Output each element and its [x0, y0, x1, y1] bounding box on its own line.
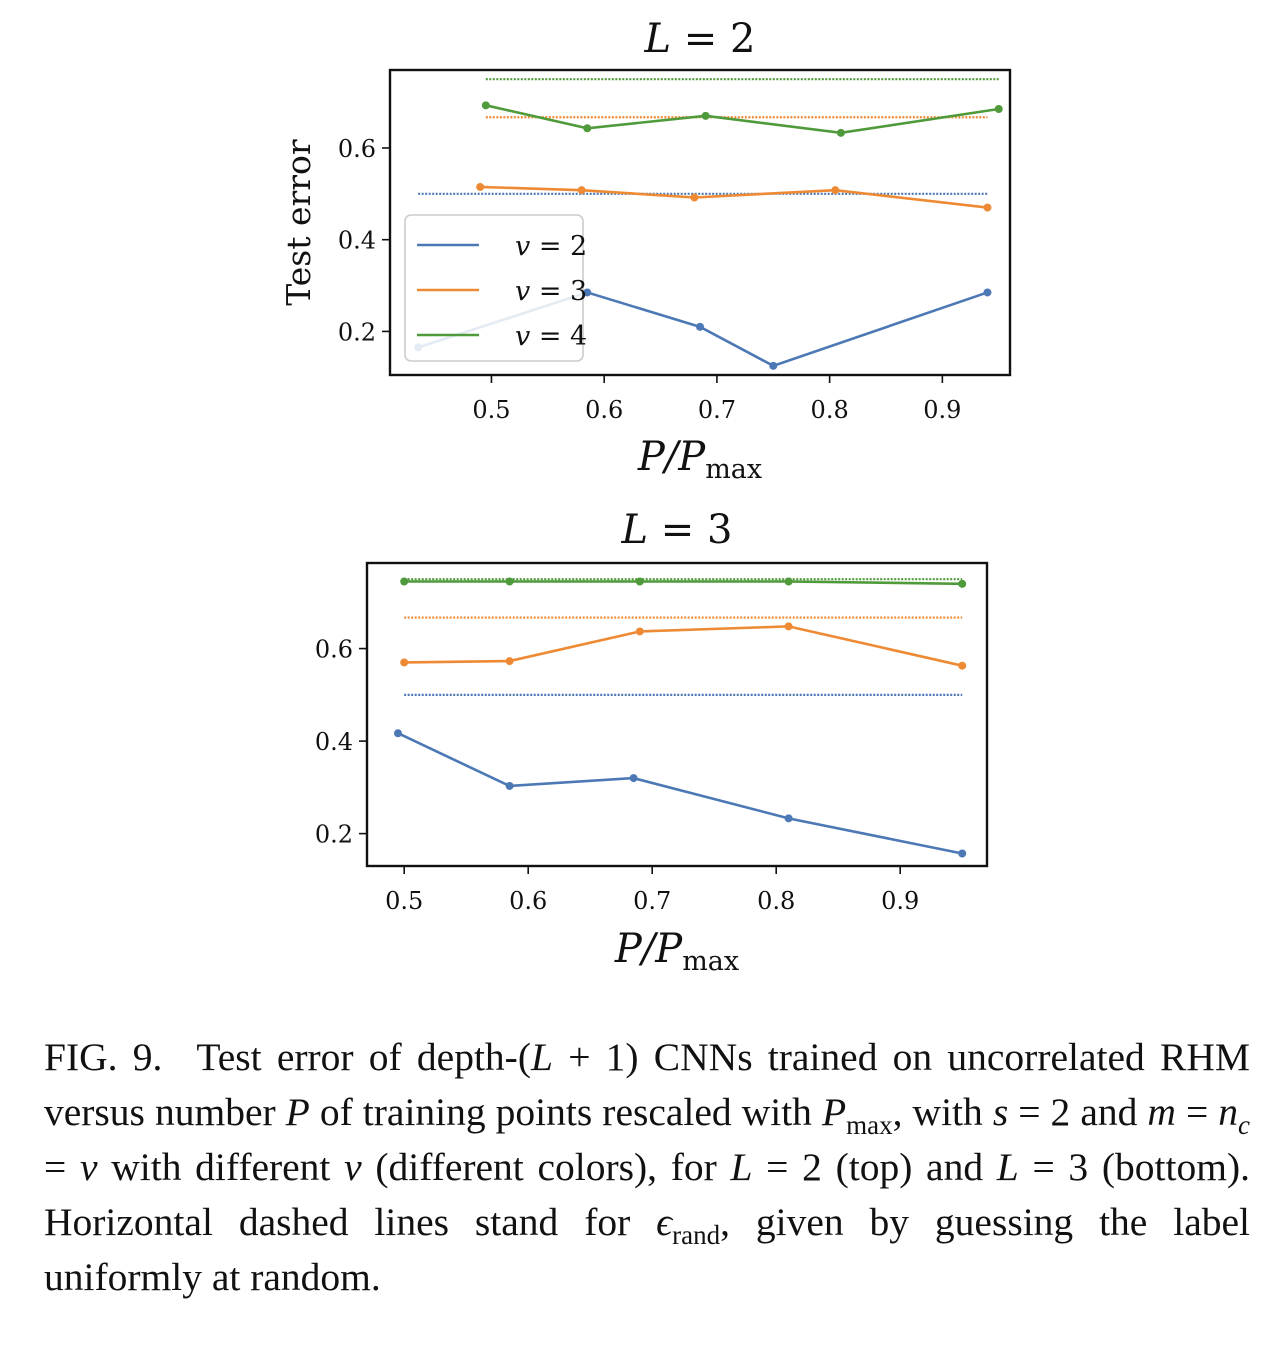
- legend: v = 2 v = 3 v = 4: [404, 214, 587, 362]
- plot-frame: [388, 68, 1012, 377]
- caption-label: FIG. 9.: [44, 1035, 163, 1079]
- series-v3: [476, 116, 992, 212]
- y-tick-label: 0.4: [338, 227, 376, 255]
- data-point: [784, 577, 793, 586]
- legend-box: [404, 214, 584, 362]
- y-tick-label: 0.2: [315, 821, 353, 849]
- data-point: [958, 579, 967, 588]
- y-tick-label: 0.4: [315, 728, 353, 756]
- figure-canvas: L = 2 0.5 0.6 0.7 0.8 0.9 0.2 0.4 0.6 P/Pmax Test …: [279, 16, 1012, 977]
- data-point: [505, 657, 514, 666]
- x-tick-label: 0.5: [385, 887, 423, 915]
- x-axis-label: P/Pmax: [614, 926, 739, 977]
- data-point: [583, 288, 592, 297]
- data-point: [629, 774, 638, 783]
- chart-panel-2: L = 3 0.5 0.6 0.7 0.8 0.9 0.2 0.4 0.6 P/Pmax: [315, 507, 989, 977]
- figure-caption: FIG. 9. Test error of depth-(L + 1) CNNs …: [44, 1035, 1251, 1299]
- data-point: [394, 729, 402, 738]
- x-tick-label: 0.5: [472, 396, 510, 424]
- x-tick-label: 0.8: [757, 887, 795, 915]
- x-tick-label: 0.7: [698, 396, 736, 424]
- series-v3: [400, 616, 967, 670]
- x-axis-label: P/Pmax: [637, 434, 762, 485]
- data-point: [983, 203, 992, 212]
- data-point: [400, 577, 409, 586]
- data-point: [784, 814, 793, 823]
- data-point: [505, 781, 514, 790]
- legend-label: v = 2: [515, 231, 587, 262]
- x-tick-label: 0.9: [923, 396, 961, 424]
- data-point: [476, 182, 485, 191]
- data-point: [690, 193, 699, 202]
- x-tick-label: 0.6: [509, 887, 547, 915]
- data-point: [583, 124, 592, 133]
- series-v4: [481, 78, 1003, 137]
- chart-title: L = 3: [621, 507, 733, 553]
- y-tick-label: 0.6: [338, 135, 376, 163]
- data-point: [983, 288, 992, 297]
- chart-title: L = 2: [644, 16, 756, 62]
- series-line: [404, 580, 963, 586]
- x-tick-label: 0.7: [633, 887, 671, 915]
- x-tick-label: 0.9: [881, 887, 919, 915]
- x-tick-label: 0.6: [585, 396, 623, 424]
- data-point: [400, 658, 409, 667]
- data-point: [769, 361, 778, 370]
- y-axis-label: Test error: [279, 139, 318, 306]
- data-point: [505, 577, 514, 586]
- y-tick-label: 0.6: [315, 636, 353, 664]
- data-point: [784, 622, 793, 631]
- series-line: [480, 185, 988, 209]
- series-line: [404, 625, 963, 667]
- data-point: [958, 849, 967, 858]
- data-point: [696, 322, 704, 331]
- series-line: [485, 104, 999, 135]
- series-v4: [400, 577, 967, 588]
- data-point: [994, 104, 1003, 113]
- data-point: [831, 186, 840, 195]
- series-line: [397, 732, 963, 855]
- legend-label: v = 4: [515, 321, 587, 352]
- series-v2: [394, 693, 967, 858]
- plot-frame: [365, 561, 989, 868]
- data-point: [635, 627, 644, 636]
- data-point: [635, 577, 644, 586]
- legend-label: v = 3: [515, 276, 587, 307]
- data-point: [958, 661, 967, 670]
- y-tick-label: 0.2: [338, 318, 376, 346]
- data-point: [577, 186, 586, 195]
- data-point: [836, 128, 845, 137]
- data-point: [701, 111, 710, 120]
- data-point: [481, 101, 490, 110]
- x-tick-label: 0.8: [811, 396, 849, 424]
- chart-panel-1: L = 2 0.5 0.6 0.7 0.8 0.9 0.2 0.4 0.6 P/Pmax Test …: [279, 16, 1012, 485]
